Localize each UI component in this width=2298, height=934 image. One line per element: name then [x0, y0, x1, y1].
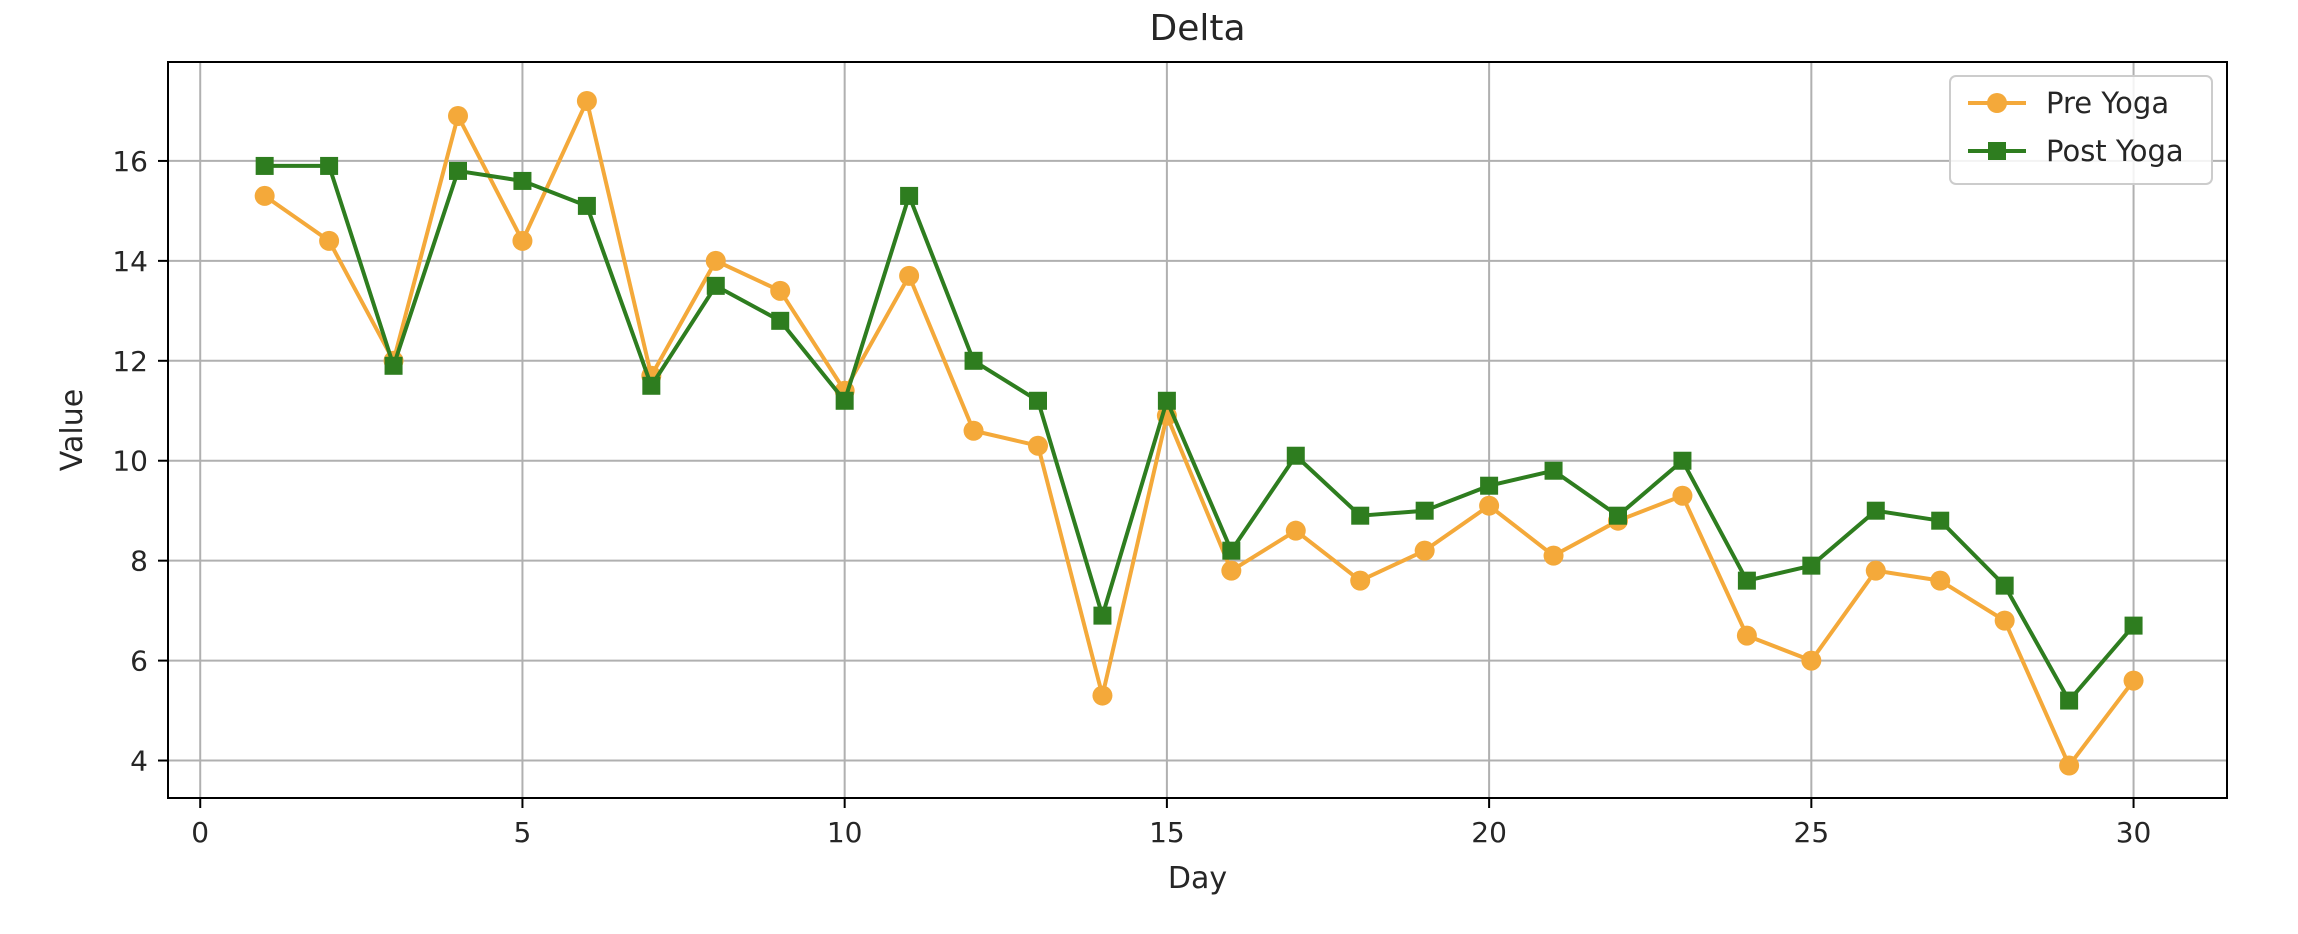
legend-entry-post-yoga: Post Yoga [1968, 134, 2184, 168]
data-point-post-yoga [1286, 446, 1305, 465]
series-layer [254, 90, 2144, 776]
y-tick-label: 8 [130, 545, 148, 578]
x-tick-label: 10 [827, 816, 863, 849]
data-point-pre-yoga [1350, 570, 1371, 591]
y-tick-label: 14 [112, 245, 148, 278]
legend-label: Post Yoga [2046, 134, 2184, 168]
y-tick-label: 6 [130, 645, 148, 678]
data-point-pre-yoga [1994, 610, 2015, 631]
data-point-pre-yoga [319, 230, 340, 251]
data-point-pre-yoga [1221, 560, 1242, 581]
legend-label: Pre Yoga [2046, 86, 2169, 120]
x-axis-label: Day [1168, 861, 1227, 896]
data-point-pre-yoga [576, 90, 597, 111]
data-point-post-yoga [706, 276, 725, 295]
data-point-post-yoga [771, 311, 790, 330]
data-point-pre-yoga [1092, 685, 1113, 706]
data-point-pre-yoga [2123, 670, 2144, 691]
y-tick-label: 16 [112, 145, 148, 178]
data-point-post-yoga [1609, 506, 1627, 525]
data-point-pre-yoga [963, 420, 984, 441]
data-point-pre-yoga [1801, 650, 1822, 671]
series-line-post-yoga [264, 163, 2136, 703]
x-tick-label: 5 [514, 816, 532, 849]
data-point-pre-yoga [448, 105, 468, 126]
data-point-post-yoga [835, 391, 854, 410]
data-point-post-yoga [1157, 391, 1176, 410]
legend-marker [1988, 142, 2006, 160]
series-post-yoga [255, 156, 2143, 710]
data-point-post-yoga [1544, 461, 1563, 480]
data-point-post-yoga [1029, 391, 1047, 410]
data-point-post-yoga [900, 186, 919, 205]
data-point-post-yoga [964, 351, 983, 370]
data-point-post-yoga [1802, 556, 1821, 575]
grid [168, 62, 2227, 798]
data-point-pre-yoga [1865, 560, 1886, 581]
legend-marker [1987, 93, 2007, 113]
data-point-post-yoga [1673, 451, 1692, 470]
data-point-post-yoga [1995, 576, 2014, 595]
x-axis: 0 5 10 15 20 25 30 [191, 798, 2151, 849]
data-point-post-yoga [1737, 571, 1756, 590]
data-point-post-yoga [320, 156, 339, 175]
x-tick-label: 15 [1149, 816, 1185, 849]
data-point-pre-yoga [705, 250, 726, 271]
data-point-post-yoga [2060, 691, 2079, 710]
data-point-pre-yoga [1285, 520, 1306, 541]
legend: Pre Yoga Post Yoga [1949, 75, 2213, 185]
x-tick-label: 25 [1794, 816, 1830, 849]
x-tick-label: 30 [2116, 816, 2152, 849]
data-point-pre-yoga [512, 230, 533, 251]
data-point-post-yoga [1093, 606, 1112, 625]
y-tick-label: 4 [130, 745, 148, 778]
data-point-post-yoga [513, 171, 532, 190]
legend-entry-pre-yoga: Pre Yoga [1968, 86, 2169, 120]
data-point-post-yoga [384, 356, 403, 375]
data-point-post-yoga [1480, 476, 1499, 495]
data-point-post-yoga [449, 161, 467, 180]
data-point-pre-yoga [770, 280, 791, 301]
data-point-pre-yoga [1028, 435, 1048, 456]
data-point-pre-yoga [1543, 545, 1564, 566]
data-point-post-yoga [255, 156, 274, 175]
y-axis: 4 6 8 10 12 14 16 [112, 145, 168, 778]
y-tick-label: 12 [112, 345, 148, 378]
data-point-post-yoga [1222, 541, 1241, 560]
data-point-pre-yoga [254, 185, 275, 206]
data-point-post-yoga [642, 376, 661, 395]
chart-title: Delta [1149, 8, 1245, 49]
plot-frame [167, 61, 2228, 799]
data-point-post-yoga [2124, 616, 2143, 635]
data-point-post-yoga [1351, 506, 1370, 525]
x-tick-label: 0 [191, 816, 209, 849]
y-axis-label: Value [55, 389, 90, 471]
data-point-post-yoga [577, 196, 596, 215]
y-tick-label: 10 [112, 445, 148, 478]
data-point-pre-yoga [1479, 495, 1500, 516]
data-point-pre-yoga [899, 265, 920, 286]
x-tick-label: 20 [1471, 816, 1507, 849]
data-point-post-yoga [1931, 511, 1950, 530]
series-line-pre-yoga [263, 98, 2136, 768]
data-point-post-yoga [1415, 501, 1434, 520]
data-point-post-yoga [1866, 501, 1885, 520]
data-point-pre-yoga [1930, 570, 1951, 591]
data-point-pre-yoga [1414, 540, 1435, 561]
data-point-pre-yoga [1672, 485, 1693, 506]
data-point-pre-yoga [2059, 755, 2080, 776]
data-point-pre-yoga [1736, 625, 1757, 646]
